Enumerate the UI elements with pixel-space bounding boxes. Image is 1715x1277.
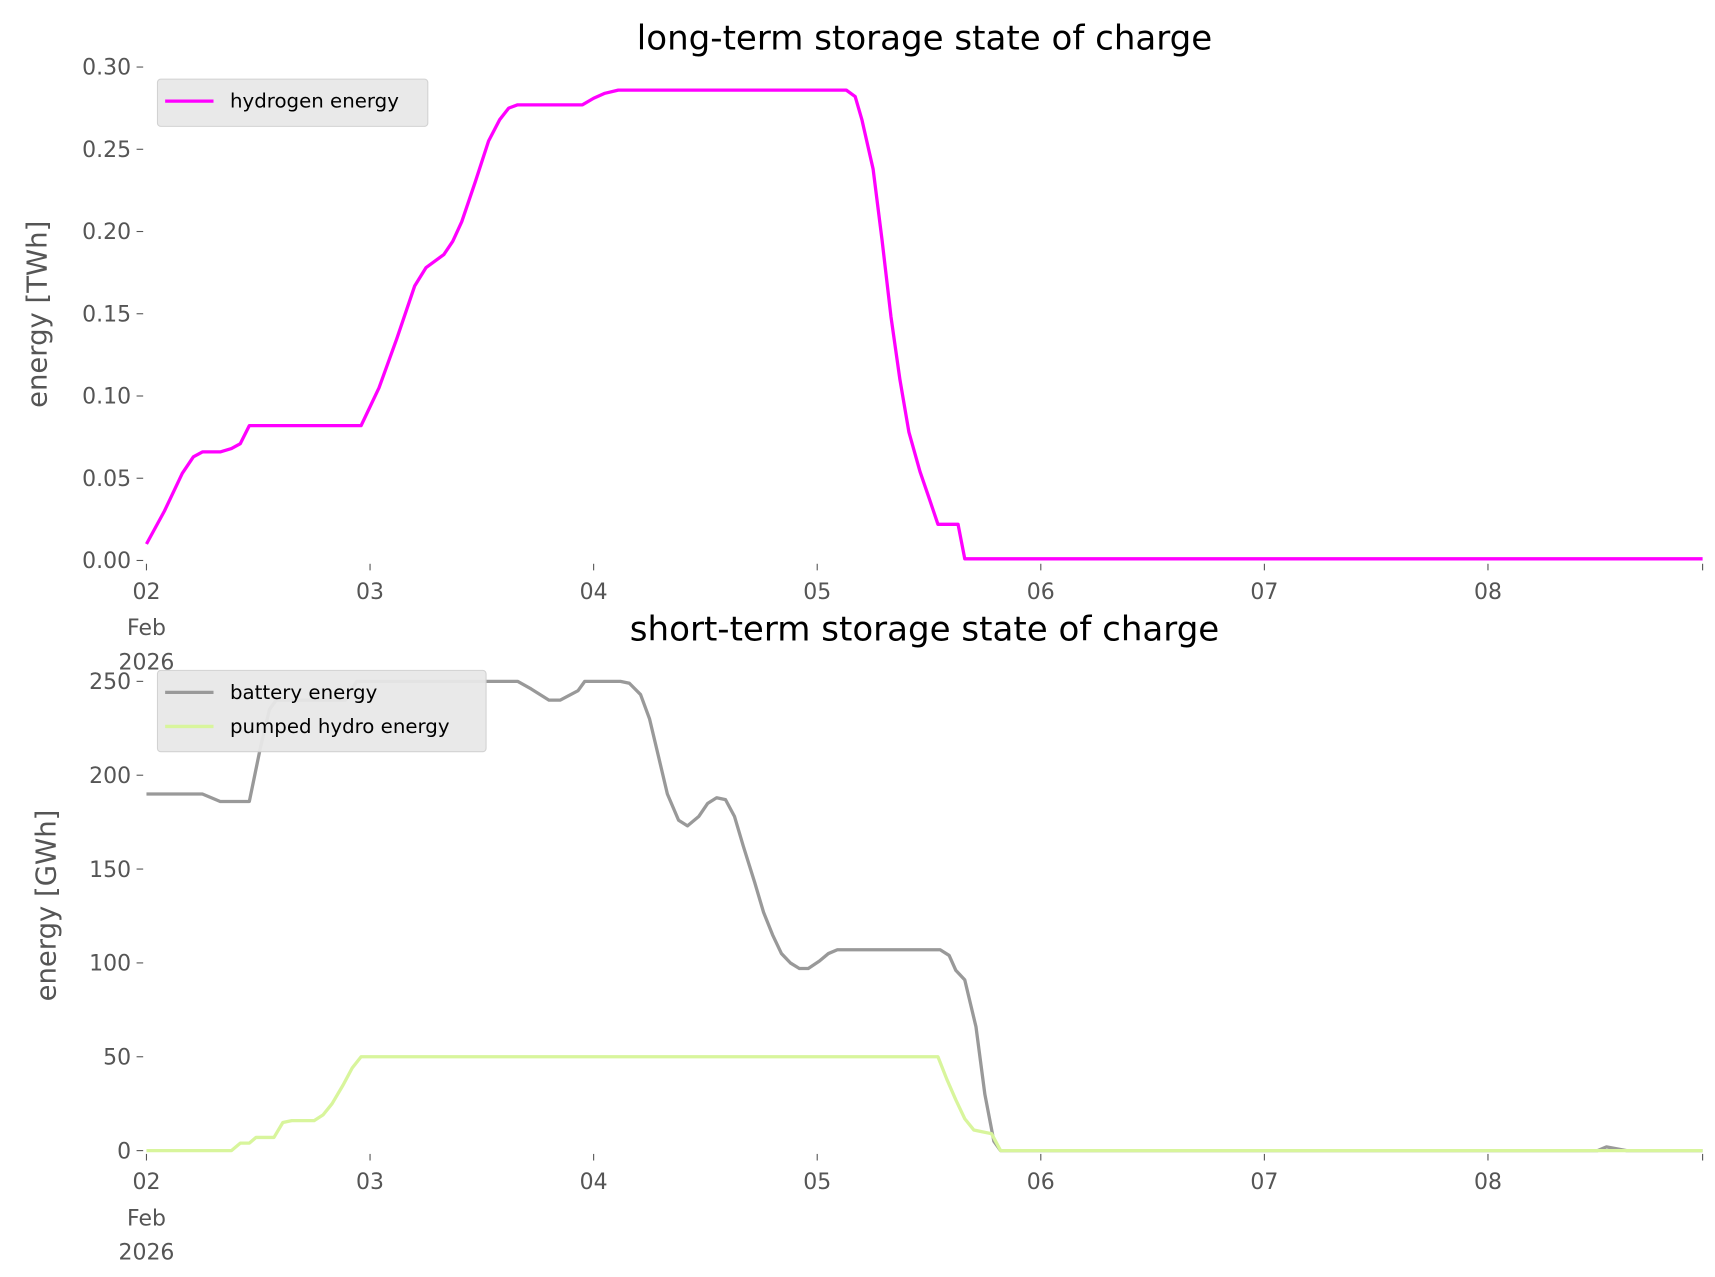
- y-tick-label: 0: [117, 1139, 131, 1164]
- x-tick-label: 02: [132, 580, 160, 605]
- x-tick-sublabel: Feb: [127, 616, 166, 641]
- legend-label: hydrogen energy: [230, 90, 399, 113]
- legend-box: [156, 78, 429, 127]
- x-tick-label: 04: [580, 1170, 608, 1195]
- x-tick-label: 07: [1250, 1170, 1278, 1195]
- y-tick-label: 0.15: [82, 302, 131, 327]
- x-tick-label: 06: [1027, 1170, 1055, 1195]
- y-tick-label: 0.30: [82, 56, 131, 81]
- y-tick-label: 0.20: [82, 220, 131, 245]
- y-axis-label: energy [GWh]: [31, 810, 62, 1002]
- legend-box: [156, 669, 487, 753]
- chart-title: long-term storage state of charge: [637, 18, 1212, 58]
- y-tick-label: 50: [103, 1045, 131, 1070]
- y-tick-label: 0.00: [82, 549, 131, 574]
- x-tick-label: 05: [803, 1170, 831, 1195]
- x-tick-label: 07: [1250, 580, 1278, 605]
- series-line-pumped-hydro-energy: [146, 1055, 1703, 1153]
- x-tick-sublabel: 2026: [119, 1240, 175, 1265]
- x-tick-sublabel: Feb: [127, 1206, 166, 1231]
- x-tick-label: 08: [1474, 1170, 1502, 1195]
- legend-label: battery energy: [230, 681, 378, 704]
- x-tick-label: 04: [580, 580, 608, 605]
- y-tick-label: 0.05: [82, 467, 131, 492]
- x-tick-label: 03: [356, 1170, 384, 1195]
- legend-label: pumped hydro energy: [230, 715, 450, 738]
- x-tick-label: 02: [132, 1170, 160, 1195]
- y-tick-label: 150: [89, 858, 131, 883]
- legend: battery energy pumped hydro energy: [156, 669, 487, 753]
- y-tick-label: 250: [89, 670, 131, 695]
- y-tick-label: 100: [89, 952, 131, 977]
- y-tick-label: 0.10: [82, 385, 131, 410]
- series-line-hydrogen-energy: [145, 88, 1703, 561]
- y-tick-label: 200: [89, 764, 131, 789]
- y-tick-label: 0.25: [82, 138, 131, 163]
- x-tick-label: 06: [1027, 580, 1055, 605]
- short-term-storage-axes: short-term storage state of charge energ…: [31, 610, 1704, 1265]
- long-term-storage-axes: long-term storage state of charge energy…: [22, 18, 1704, 675]
- y-axis-label: energy [TWh]: [22, 221, 53, 408]
- x-tick-label: 05: [803, 580, 831, 605]
- chart-title: short-term storage state of charge: [630, 610, 1219, 650]
- x-tick-label: 03: [356, 580, 384, 605]
- legend: hydrogen energy: [156, 78, 429, 127]
- x-tick-label: 08: [1474, 580, 1502, 605]
